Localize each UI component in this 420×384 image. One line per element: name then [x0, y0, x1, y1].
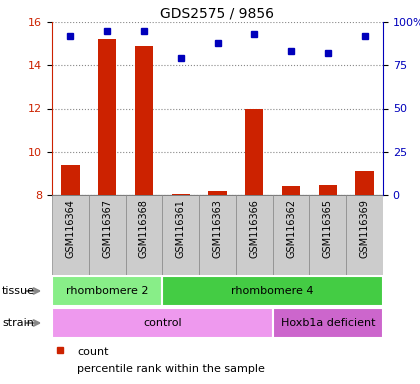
- Text: GSM116364: GSM116364: [66, 199, 75, 258]
- Bar: [98, 39, 116, 195]
- Bar: [163, 195, 199, 275]
- Text: rhombomere 4: rhombomere 4: [231, 286, 314, 296]
- Bar: [89, 195, 126, 275]
- Bar: [208, 191, 227, 195]
- Text: GSM116367: GSM116367: [102, 199, 112, 258]
- Text: control: control: [143, 318, 181, 328]
- Text: Hoxb1a deficient: Hoxb1a deficient: [281, 318, 375, 328]
- Title: GDS2575 / 9856: GDS2575 / 9856: [160, 7, 275, 21]
- Bar: [282, 186, 300, 195]
- Text: count: count: [77, 347, 109, 357]
- Text: GSM116369: GSM116369: [360, 199, 370, 258]
- Bar: [171, 194, 190, 195]
- Bar: [163, 276, 383, 306]
- Bar: [126, 195, 163, 275]
- Text: rhombomere 2: rhombomere 2: [66, 286, 148, 296]
- Text: GSM116363: GSM116363: [213, 199, 223, 258]
- Text: strain: strain: [2, 318, 34, 328]
- Bar: [310, 195, 346, 275]
- Bar: [135, 46, 153, 195]
- Bar: [61, 165, 79, 195]
- Bar: [273, 195, 310, 275]
- Bar: [199, 195, 236, 275]
- Text: GSM116362: GSM116362: [286, 199, 296, 258]
- Bar: [52, 308, 273, 338]
- Bar: [52, 195, 89, 275]
- Bar: [355, 171, 374, 195]
- Text: GSM116368: GSM116368: [139, 199, 149, 258]
- Text: GSM116366: GSM116366: [249, 199, 259, 258]
- Text: percentile rank within the sample: percentile rank within the sample: [77, 364, 265, 374]
- Text: GSM116365: GSM116365: [323, 199, 333, 258]
- Bar: [273, 308, 383, 338]
- Bar: [346, 195, 383, 275]
- Text: GSM116361: GSM116361: [176, 199, 186, 258]
- Bar: [52, 276, 163, 306]
- Bar: [236, 195, 273, 275]
- Bar: [319, 185, 337, 195]
- Bar: [245, 109, 263, 195]
- Text: tissue: tissue: [2, 286, 35, 296]
